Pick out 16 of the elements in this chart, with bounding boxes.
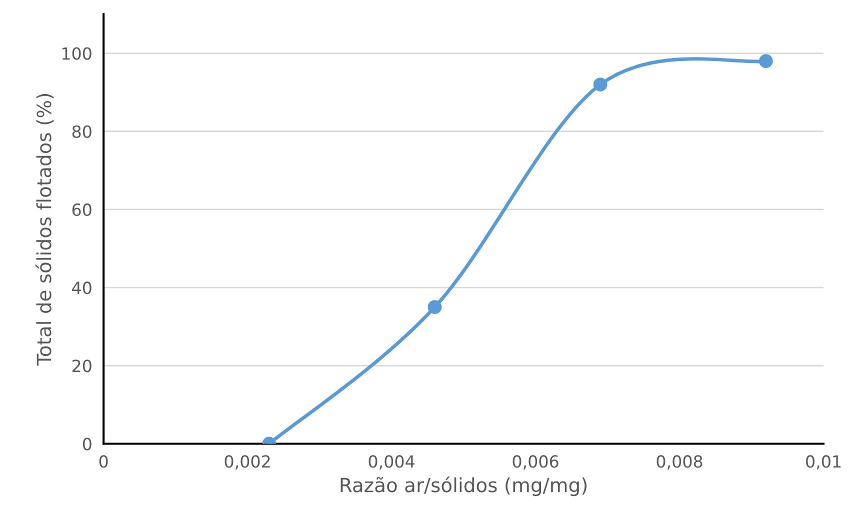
- y-tick-label: 40: [72, 282, 92, 294]
- x-tick-label: 0,01: [806, 455, 841, 470]
- x-tick-label: 0,002: [224, 455, 270, 470]
- y-tick-label: 100: [62, 47, 92, 60]
- y-tick-label: 60: [72, 203, 92, 216]
- x-tick-label: 0: [99, 455, 108, 468]
- point: [758, 54, 773, 68]
- y-axis-title: Total de sólidos flotados (%): [36, 94, 54, 366]
- x-tick-label: 0,006: [512, 455, 558, 470]
- y-tick-label: 20: [72, 360, 92, 372]
- y-tick-label: 0: [82, 438, 92, 450]
- x-tick-label: 0,004: [368, 455, 414, 470]
- point: [593, 78, 608, 92]
- x-axis-title: Razão ar/sólidos (mg/mg): [340, 476, 587, 496]
- x-tick-label: 0,008: [656, 455, 702, 470]
- y-tick-label: 80: [72, 125, 92, 138]
